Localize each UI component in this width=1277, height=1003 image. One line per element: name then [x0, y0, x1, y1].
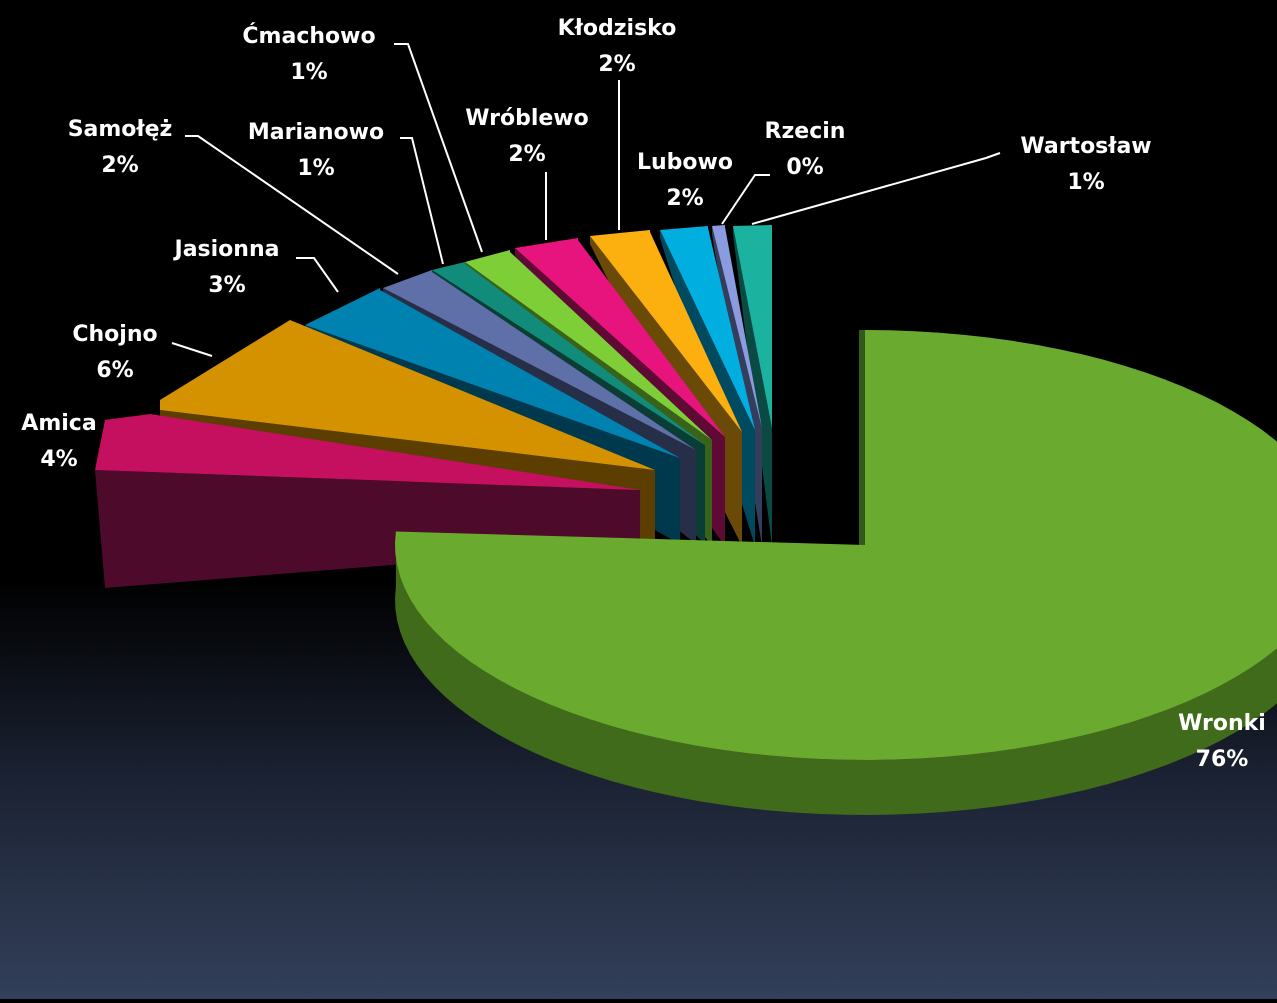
label-percent-cmachowo: 1%: [290, 60, 327, 85]
label-percent-wroblewo: 2%: [508, 142, 545, 167]
slice-samolez: [383, 270, 696, 450]
slice-wartoslaw: [733, 225, 772, 428]
label-name-wroblewo: Wróblewo: [465, 106, 589, 131]
slice-klodzisko: [590, 230, 742, 432]
slice-wall-wronki: [859, 330, 865, 549]
label-percent-marianowo: 1%: [297, 156, 334, 181]
label-percent-jasionna: 3%: [208, 273, 245, 298]
label-percent-samolez: 2%: [101, 153, 138, 178]
label-name-cmachowo: Ćmachowo: [242, 23, 375, 49]
slice-wroblewo: [515, 238, 725, 437]
leader-line-marianowo: [400, 137, 444, 265]
slice-lubowo: [660, 226, 755, 430]
label-name-wartoslaw: Wartosław: [1020, 134, 1151, 159]
label-percent-amica: 4%: [40, 447, 77, 472]
label-name-klodzisko: Kłodzisko: [558, 16, 677, 41]
label-name-chojno: Chojno: [72, 322, 157, 347]
slice-side-amica: [95, 470, 640, 588]
slice-marianowo: [432, 262, 705, 445]
label-percent-wronki: 76%: [1196, 747, 1249, 772]
leader-line-chojno: [171, 342, 213, 357]
leader-line-rzecin: [721, 174, 770, 225]
label-percent-wartoslaw: 1%: [1067, 170, 1104, 195]
label-name-wronki: Wronki: [1178, 711, 1266, 736]
label-percent-klodzisko: 2%: [598, 52, 635, 77]
data-labels: Wronki 76% Amica 4% Chojno 6% Jasionna 3% Samołę…: [21, 16, 1266, 772]
label-name-lubowo: Lubowo: [637, 150, 733, 175]
label-name-samolez: Samołęż: [68, 117, 173, 142]
slice-cmachowo: [465, 250, 712, 440]
label-percent-lubowo: 2%: [666, 186, 703, 211]
slice-rzecin: [712, 225, 762, 428]
leader-line-samolez: [185, 135, 399, 275]
leader-line-jasionna: [296, 257, 339, 293]
leader-line-wartoslaw: [751, 152, 1001, 225]
label-name-rzecin: Rzecin: [765, 119, 846, 144]
leader-lines: [171, 43, 1001, 357]
leader-line-cmachowo: [394, 43, 483, 253]
label-percent-rzecin: 0%: [786, 155, 823, 180]
label-name-amica: Amica: [21, 411, 96, 436]
label-name-jasionna: Jasionna: [173, 237, 280, 262]
slice-amica: [95, 414, 640, 490]
label-percent-chojno: 6%: [96, 358, 133, 383]
slice-chojno: [160, 320, 655, 470]
label-name-marianowo: Marianowo: [248, 120, 384, 145]
slice-wronki: [395, 330, 1277, 760]
slice-side-wronki: [395, 531, 1277, 815]
slice-jasionna: [305, 288, 680, 458]
slices-layer: [95, 225, 1277, 815]
